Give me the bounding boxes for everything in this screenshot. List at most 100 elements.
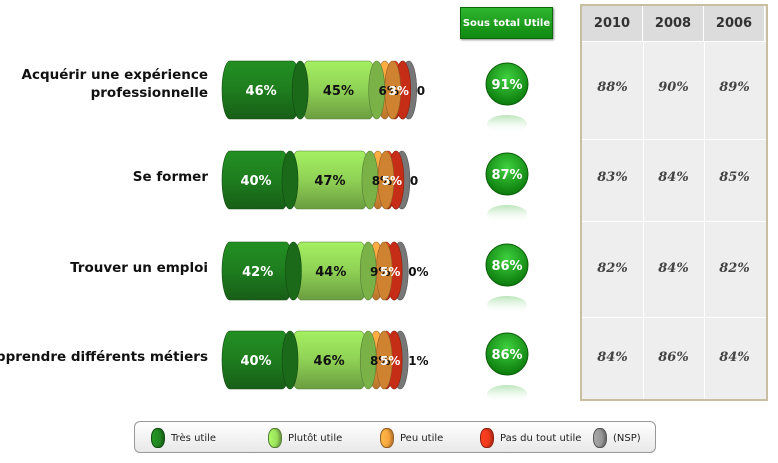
- subtotal-reflection: [487, 385, 527, 403]
- bar-value-label: 0%: [408, 265, 428, 279]
- bar-value-label: 3%: [389, 84, 409, 98]
- subtotal-circle: [485, 332, 529, 376]
- bar-value-label: 8%: [370, 354, 390, 368]
- row-label-line: Trouver un emploi: [70, 260, 208, 276]
- row-label-line: Acquérir une expérience: [21, 67, 209, 83]
- history-cell: 85%: [719, 170, 750, 185]
- legend-label: Pas du tout utile: [500, 432, 582, 444]
- row-label-line: Se former: [132, 169, 208, 185]
- bar-segment: [221, 60, 309, 120]
- bar-segment-cap: [291, 60, 309, 120]
- bar-row: [221, 330, 409, 390]
- stacked-cylinder-chart: 46% 45% 6%3% 040% 47% 8%5% 042% 44% 9%5% 0%40% 46%…: [221, 60, 429, 390]
- bar-segment: [289, 330, 377, 390]
- bar-value-label: 0: [410, 174, 418, 188]
- history-cell: 90%: [658, 80, 689, 95]
- legend-label: Plutôt utile: [288, 432, 343, 444]
- subtotal-value: 91%: [491, 78, 522, 93]
- bar-value-label: 0: [417, 84, 425, 98]
- bar-row: [221, 60, 418, 120]
- bar-row: [221, 150, 411, 210]
- bar-value-label: 46%: [246, 84, 277, 99]
- bar-segment-cap: [281, 330, 299, 390]
- bar-value-label: 45%: [323, 84, 354, 99]
- bar-segment: [293, 241, 377, 301]
- table-divider: [582, 139, 766, 140]
- bar-value-label: 9%: [370, 265, 390, 279]
- legend: Très utile Plutôt utile Peu utile Pas du to…: [134, 421, 656, 453]
- subtotal-reflection: [487, 115, 527, 133]
- history-cell: 84%: [658, 261, 689, 276]
- bar-value-label: 5%: [382, 174, 402, 188]
- subtotal-reflection: [487, 296, 527, 314]
- row-label-line: professionnelle: [90, 85, 208, 101]
- bar-value-label: 5%: [380, 265, 400, 279]
- bar-row: [221, 241, 409, 301]
- bar-segment: [221, 330, 299, 390]
- bar-segment-cap: [368, 60, 386, 120]
- row-label-line: Apprendre différents métiers: [0, 349, 208, 365]
- table-divider: [704, 41, 705, 399]
- table-divider: [643, 41, 644, 399]
- legend-item: Plutôt utile: [268, 428, 343, 448]
- bar-segment-cap: [361, 150, 379, 210]
- legend-swatch: [380, 428, 394, 448]
- bar-segment-cap: [359, 241, 377, 301]
- history-cell: 88%: [597, 80, 628, 95]
- subtotal-value: 87%: [491, 168, 522, 183]
- bar-value-label: 8%: [372, 174, 392, 188]
- subtotal-value: 86%: [491, 348, 522, 363]
- bar-value-label: 42%: [242, 265, 273, 280]
- subtotal-circle: [485, 152, 529, 196]
- history-cell: 82%: [719, 261, 750, 276]
- bar-segment: [221, 150, 299, 210]
- year-header: 2010: [582, 6, 643, 41]
- history-cell: 84%: [719, 350, 750, 365]
- bar-value-label: 5%: [380, 354, 400, 368]
- bar-value-label: 47%: [314, 174, 345, 189]
- bar-value-label: 1%: [408, 354, 428, 368]
- subtotal-circle: [485, 62, 529, 106]
- legend-label: Très utile: [171, 432, 217, 444]
- row-label: Trouver un emploi: [0, 259, 208, 277]
- row-label: Apprendre différents métiers: [0, 348, 208, 366]
- subtotal-circles: 91% 87% 86% 86%: [485, 62, 529, 403]
- bar-value-label: 6%: [379, 84, 399, 98]
- legend-swatch: [268, 428, 282, 448]
- table-divider: [582, 317, 766, 318]
- legend-label: Peu utile: [400, 432, 444, 444]
- bar-segment-cap: [285, 241, 302, 301]
- year-header: 2008: [643, 6, 704, 41]
- year-header: 2006: [704, 6, 765, 41]
- legend-item: Très utile: [151, 428, 217, 448]
- row-label: Acquérir une expérience professionnelle: [0, 66, 209, 102]
- bar-segment-cap: [281, 150, 299, 210]
- table-divider: [582, 41, 766, 42]
- legend-item: Peu utile: [380, 428, 444, 448]
- history-cell: 86%: [658, 350, 689, 365]
- row-label: Se former: [0, 168, 208, 186]
- legend-label: (NSP): [613, 432, 641, 444]
- legend-swatch: [151, 428, 165, 448]
- history-cell: 82%: [597, 261, 628, 276]
- history-cell: 84%: [658, 170, 689, 185]
- bar-segment: [221, 241, 302, 301]
- bar-segment-cap: [359, 330, 377, 390]
- history-table: 2010 88% 83% 82% 84% 2008 90% 84% 84% 86% 2006 89% 8…: [580, 4, 768, 401]
- table-divider: [582, 221, 766, 222]
- bar-value-label: 44%: [315, 265, 346, 280]
- bar-value-label: 46%: [314, 354, 345, 369]
- subtotal-value: 86%: [491, 259, 522, 274]
- subtotal-circle: [485, 243, 529, 287]
- bar-value-label: 40%: [240, 354, 271, 369]
- legend-swatch: [480, 428, 494, 448]
- bar-segment: [289, 150, 379, 210]
- bar-segment: [299, 60, 386, 120]
- bar-value-label: 40%: [240, 174, 271, 189]
- legend-item: (NSP): [593, 428, 641, 448]
- legend-swatch: [593, 428, 607, 448]
- subtotal-header: Sous total Utile: [460, 7, 553, 39]
- history-cell: 84%: [597, 350, 628, 365]
- history-cell: 89%: [719, 80, 750, 95]
